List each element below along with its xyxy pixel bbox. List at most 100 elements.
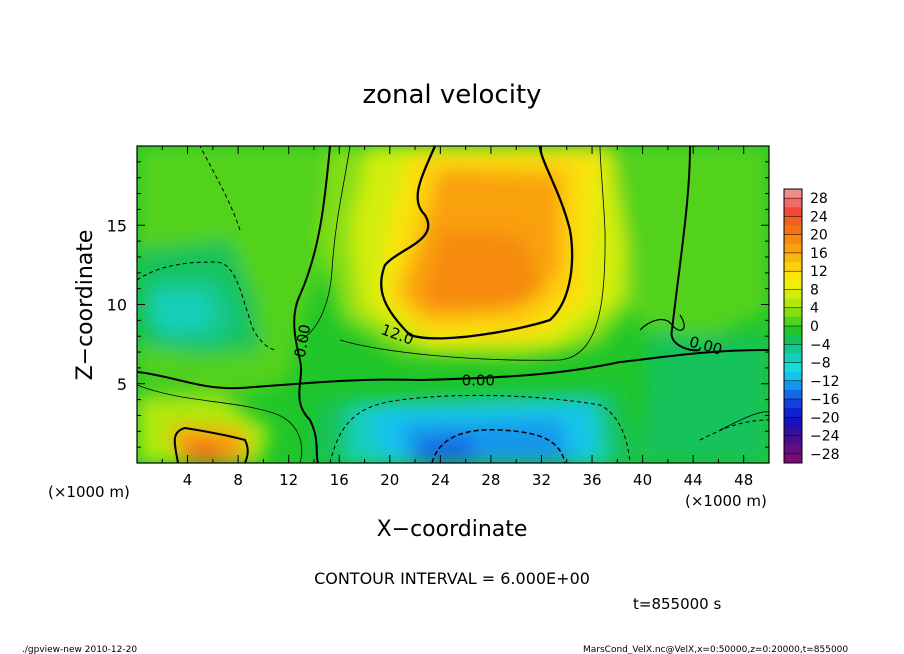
colorbar-swatch [784, 362, 802, 373]
contour-six-right2 [719, 411, 769, 431]
colorbar-swatch [784, 353, 802, 363]
colorbar-label: 8 [810, 282, 819, 298]
colorbar-label: 24 [810, 209, 828, 225]
field-blobs [137, 146, 769, 463]
footer-right: MarsCond_VelX.nc@VelX,x=0:50000,z=0:2000… [583, 645, 848, 654]
y-axis-ticks: 5 10 15 [107, 161, 769, 448]
colorbar-swatch [784, 435, 802, 446]
x-tick-label: 20 [380, 471, 399, 489]
colorbar-label: −12 [810, 374, 840, 390]
contour-negtwelve-lower [431, 429, 566, 463]
x-tick-label: 28 [481, 471, 500, 489]
colorbar-swatch [784, 280, 802, 290]
colorbar-label: −4 [810, 337, 831, 353]
heatmap-field: 12.00.000.00 0.00 [137, 146, 769, 463]
field-lower-blue-core [418, 436, 475, 463]
colorbar-swatch [784, 380, 802, 391]
y-tick-label: 10 [107, 296, 127, 315]
colorbar-swatch [784, 289, 802, 299]
x-unit-label-right: (×1000 m) [685, 492, 767, 510]
y-axis-label: Z−coordinate [73, 230, 98, 381]
x-tick-label: 4 [183, 471, 193, 489]
colorbar-label: 20 [810, 228, 828, 244]
colorbar-swatch [784, 371, 802, 382]
time-text: t=855000 s [633, 595, 721, 613]
contour-interval-text: CONTOUR INTERVAL = 6.000E+00 [314, 569, 590, 588]
colorbar-swatch [784, 189, 802, 199]
colorbar-swatch [784, 426, 802, 436]
colorbar-label: −28 [810, 447, 840, 463]
colorbar-swatch [784, 444, 802, 455]
colorbar-swatch [784, 198, 802, 208]
colorbar-swatch [784, 335, 802, 345]
x-tick-label: 8 [233, 471, 243, 489]
colorbar-label: 12 [810, 264, 828, 280]
contour-zero-right [670, 146, 701, 352]
x-unit-label-left: (×1000 m) [48, 483, 130, 501]
colorbar-swatch [784, 225, 802, 236]
colorbar-swatch [784, 326, 802, 336]
x-tick-label: 40 [633, 471, 652, 489]
x-tick-label: 48 [734, 471, 753, 489]
colorbar-label: −24 [810, 429, 840, 445]
colorbar-swatch [784, 408, 802, 418]
contour-negsix-left2 [199, 146, 241, 231]
contour-lowerleft-closed [173, 426, 249, 463]
contour-label-group: 0.00 [462, 372, 495, 390]
contour-negsix-upperleft [137, 261, 277, 351]
x-tick-label: 24 [431, 471, 450, 489]
colorbar-swatch [784, 399, 802, 409]
contour-label: 0.00 [291, 323, 315, 359]
field-right-teal [640, 330, 769, 463]
colorbar-swatch [784, 262, 802, 272]
colorbar-swatch [784, 207, 802, 217]
colorbar-swatch [784, 243, 802, 254]
colorbar-label: 0 [810, 319, 819, 335]
field-right-green [610, 146, 769, 340]
x-tick-label: 36 [582, 471, 601, 489]
colorbar-label: −8 [810, 356, 831, 372]
contour-six-right [339, 146, 606, 361]
colorbar-label: −16 [810, 392, 840, 408]
colorbar-swatch [784, 216, 802, 226]
field-left-cyan-core [150, 292, 215, 332]
contour-negsix-right [699, 419, 769, 441]
colorbar-swatch [784, 389, 802, 400]
colorbar-swatch [784, 344, 802, 354]
x-tick-label: 12 [279, 471, 298, 489]
colorbar-swatch [784, 417, 802, 427]
colorbar-swatch [784, 307, 802, 318]
colorbar-swatch [784, 271, 802, 281]
contour-zero-left [293, 146, 331, 463]
colorbar-label: −20 [810, 410, 840, 426]
footer-left: ./gpview-new 2010-12-20 [22, 645, 137, 654]
x-tick-label: 32 [532, 471, 551, 489]
field-lower-left-core [185, 440, 222, 463]
colorbar-swatch [784, 298, 802, 309]
colorbar-swatch [784, 234, 802, 245]
contour-six-lowerleft [137, 384, 303, 463]
x-axis-ticks: 4 8 12 16 20 24 28 32 36 40 44 48 [161, 146, 753, 489]
colorbar-swatch [784, 252, 802, 263]
colorbar-label: 16 [810, 246, 828, 262]
contour-wiggle-right [639, 314, 685, 331]
colorbar-swatch [784, 453, 802, 464]
contour-lines [137, 146, 769, 463]
x-axis-label: X−coordinate [377, 517, 528, 542]
contour-twelve [380, 146, 574, 340]
colorbar-swatch [784, 316, 802, 327]
field-jet-core [425, 230, 545, 310]
contour-label: 0.00 [462, 372, 495, 390]
contour-label-group: 0.00 [291, 323, 315, 359]
chart-title: zonal velocity [362, 80, 541, 110]
x-tick-label: 16 [330, 471, 349, 489]
colorbar-label: 4 [810, 301, 819, 317]
colorbar: 28 24 20 16 12 8 4 0 −4 −8 −12 −16 −20 −24 −28 [783, 188, 840, 464]
colorbar-label: 28 [810, 191, 828, 207]
y-tick-label: 15 [107, 216, 127, 235]
y-tick-label: 5 [117, 375, 127, 394]
x-tick-label: 44 [684, 471, 703, 489]
contour-six-left [299, 146, 351, 341]
contour-zero-lower [137, 349, 769, 390]
